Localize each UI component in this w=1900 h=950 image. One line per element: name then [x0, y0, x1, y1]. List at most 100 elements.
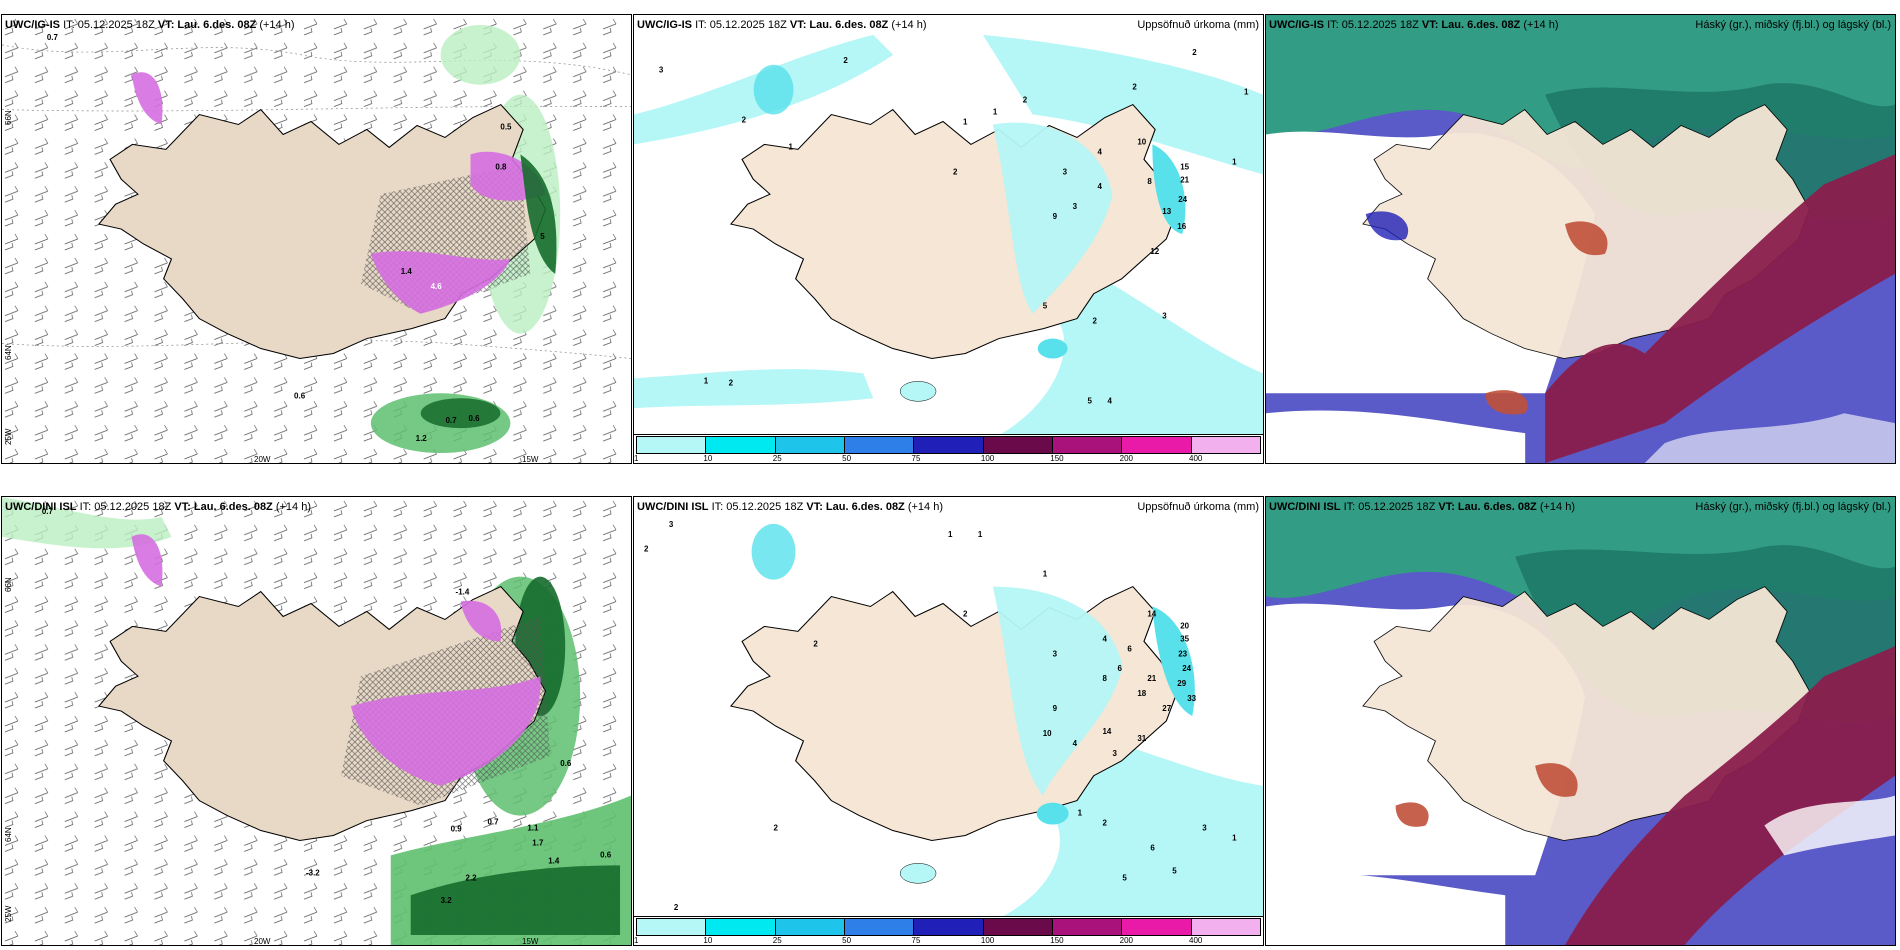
svg-text:31: 31: [1137, 734, 1146, 743]
lead-time: (+14 h): [1523, 19, 1559, 31]
svg-text:8: 8: [1147, 177, 1152, 186]
valid-time: VT: Lau. 6.des. 08Z: [174, 501, 273, 513]
svg-text:5: 5: [1088, 396, 1093, 405]
svg-text:0.6: 0.6: [600, 850, 612, 859]
svg-text:13: 13: [1162, 207, 1171, 216]
panel-ig-precip: 3 2 2 1 2 1 1 2 3 4 2 15 21 24 13 16 12 …: [633, 14, 1264, 464]
panel-ig-wind: 0.7 0.6 0.7 0.6 1.2 0.5 0.8 1.4 4.6 5 UW…: [1, 14, 632, 464]
svg-text:35: 35: [1180, 634, 1189, 643]
svg-text:1: 1: [993, 108, 998, 117]
legend-tick: 1: [634, 454, 639, 463]
legend-tick: 75: [911, 936, 921, 945]
svg-text:16: 16: [1177, 222, 1186, 231]
svg-text:5: 5: [1122, 873, 1127, 882]
svg-text:1.7: 1.7: [532, 838, 544, 847]
init-time: IT: 05.12.2025 18Z: [711, 501, 804, 513]
map-dini-wind: 0.7 -1.4 0.6 0.7 0.9 1.1 1.7 2.2 3.2 0.6…: [2, 497, 631, 945]
svg-text:3: 3: [659, 66, 664, 75]
svg-text:9: 9: [1053, 212, 1058, 221]
svg-text:3: 3: [1063, 167, 1068, 176]
legend-tick: 25: [772, 936, 782, 945]
svg-text:1: 1: [963, 118, 968, 127]
svg-text:8: 8: [1103, 674, 1108, 683]
legend-tick: 150: [1050, 454, 1064, 463]
legend-swatch: [844, 919, 915, 935]
init-time: IT: 05.12.2025 18Z: [695, 19, 787, 31]
lon-label-20: 20W: [254, 455, 271, 464]
svg-text:4.6: 4.6: [431, 282, 443, 291]
lead-time: (+14 h): [259, 19, 295, 31]
panel-header: UWC/IG-IS IT: 05.12.2025 18Z VT: Lau. 6.…: [1266, 15, 1895, 35]
lead-time: (+14 h): [907, 501, 944, 513]
lon-label-20: 20W: [254, 937, 271, 946]
svg-text:10: 10: [1043, 729, 1052, 738]
svg-text:1: 1: [704, 376, 709, 385]
init-time: IT: 05.12.2025 18Z: [1327, 19, 1419, 31]
svg-text:27: 27: [1162, 704, 1171, 713]
legend-tick: 100: [980, 454, 995, 463]
svg-text:6: 6: [1150, 843, 1155, 852]
lead-time: (+14 h): [275, 501, 312, 513]
svg-text:0.6: 0.6: [560, 759, 572, 768]
svg-text:9: 9: [1053, 704, 1058, 713]
legend-tick: 200: [1119, 454, 1133, 463]
svg-text:3: 3: [669, 520, 674, 529]
svg-text:0.7: 0.7: [487, 818, 499, 827]
panel-dini-precip: 3 2 1 1 2 1 2 3 4 6 14 20 35 23 24 29 33…: [633, 496, 1264, 946]
svg-text:24: 24: [1178, 195, 1187, 204]
svg-text:2: 2: [1192, 48, 1197, 57]
svg-text:-1.4: -1.4: [456, 588, 470, 597]
svg-text:21: 21: [1180, 175, 1189, 184]
lon-label-15: 15W: [522, 455, 539, 464]
legend-swatch: [1191, 919, 1260, 935]
valid-time: VT: Lau. 6.des. 08Z: [806, 501, 905, 513]
lon-label-25: 25W: [4, 428, 13, 445]
svg-text:4: 4: [1073, 739, 1078, 748]
init-time: IT: 05.12.2025 18Z: [63, 19, 155, 31]
legend-tick: 400: [1189, 454, 1203, 463]
map-ig-clouds: [1266, 15, 1895, 463]
svg-text:6: 6: [1127, 644, 1132, 653]
svg-text:24: 24: [1182, 664, 1191, 673]
svg-text:1.4: 1.4: [401, 267, 413, 276]
valid-time: VT: Lau. 6.des. 08Z: [1438, 501, 1537, 513]
svg-text:2: 2: [1093, 317, 1098, 326]
model-name: UWC/IG-IS: [637, 19, 692, 31]
legend-tick: 100: [980, 936, 995, 945]
svg-text:0.5: 0.5: [500, 122, 512, 131]
color-legend: 1 10 25 50 75 100 150 200 400: [634, 434, 1263, 463]
svg-text:0.7: 0.7: [42, 507, 54, 516]
valid-time: VT: Lau. 6.des. 08Z: [157, 19, 257, 31]
svg-text:2: 2: [963, 609, 968, 618]
svg-text:0.8: 0.8: [495, 162, 507, 171]
legend-tick: 75: [911, 454, 921, 463]
svg-text:2: 2: [953, 167, 958, 176]
lat-label-66: 66N: [4, 577, 13, 592]
panel-header: UWC/IG-IS IT: 05.12.2025 18Z VT: Lau. 6.…: [2, 15, 631, 35]
valid-time: VT: Lau. 6.des. 08Z: [1421, 19, 1521, 31]
svg-text:4: 4: [1103, 634, 1108, 643]
svg-text:1: 1: [1043, 570, 1048, 579]
legend-swatch: [775, 437, 845, 453]
svg-text:5: 5: [1172, 866, 1177, 875]
field-title: Uppsöfnuð úrkoma (mm): [1137, 19, 1259, 31]
panel-dini-wind: 0.7 -1.4 0.6 0.7 0.9 1.1 1.7 2.2 3.2 0.6…: [1, 496, 632, 946]
legend-tick: 10: [703, 936, 713, 945]
svg-text:15: 15: [1180, 162, 1189, 171]
svg-text:3: 3: [1162, 312, 1167, 321]
svg-text:10: 10: [1137, 137, 1146, 146]
legend-tick: 150: [1050, 936, 1064, 945]
legend-swatch: [1191, 437, 1260, 453]
legend-tick: 10: [703, 454, 713, 463]
legend-swatch: [706, 919, 776, 935]
svg-text:14: 14: [1147, 609, 1156, 618]
legend-tick: 50: [842, 936, 852, 945]
svg-text:2: 2: [674, 903, 679, 912]
svg-text:0.7: 0.7: [446, 416, 458, 425]
svg-text:1.4: 1.4: [548, 856, 560, 865]
color-legend: 1 10 25 50 75 100 150 200 400: [634, 916, 1263, 945]
svg-text:20: 20: [1180, 621, 1189, 630]
model-name: UWC/DINI ISL: [1269, 501, 1341, 513]
map-ig-precip: 3 2 2 1 2 1 1 2 3 4 2 15 21 24 13 16 12 …: [634, 34, 1263, 443]
svg-text:5: 5: [1043, 302, 1048, 311]
